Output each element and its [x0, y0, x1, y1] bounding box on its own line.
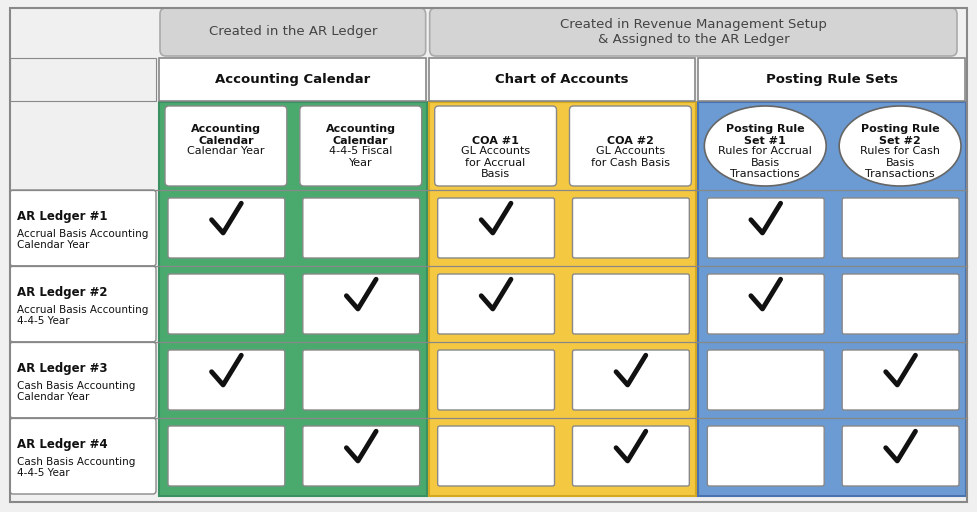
Text: COA #1: COA #1 — [472, 136, 519, 146]
Text: Accounting Calendar: Accounting Calendar — [215, 73, 370, 86]
Text: AR Ledger #1: AR Ledger #1 — [17, 210, 107, 223]
FancyBboxPatch shape — [842, 426, 959, 486]
FancyBboxPatch shape — [303, 426, 420, 486]
FancyBboxPatch shape — [10, 190, 156, 266]
FancyBboxPatch shape — [303, 274, 420, 334]
FancyBboxPatch shape — [168, 426, 285, 486]
Text: AR Ledger #3: AR Ledger #3 — [17, 362, 107, 375]
Text: Cash Basis Accounting
4-4-5 Year: Cash Basis Accounting 4-4-5 Year — [17, 457, 136, 478]
FancyBboxPatch shape — [438, 426, 555, 486]
Text: Accounting
Calendar: Accounting Calendar — [325, 124, 396, 146]
FancyBboxPatch shape — [573, 350, 690, 410]
Text: Chart of Accounts: Chart of Accounts — [495, 73, 629, 86]
Text: Rules for Accrual
Basis
Transactions: Rules for Accrual Basis Transactions — [718, 146, 812, 179]
FancyBboxPatch shape — [842, 350, 959, 410]
Text: Created in the AR Ledger: Created in the AR Ledger — [209, 26, 377, 38]
Text: AR Ledger #4: AR Ledger #4 — [17, 438, 107, 451]
Bar — [699, 58, 965, 101]
FancyBboxPatch shape — [10, 266, 156, 342]
Bar — [159, 58, 426, 101]
Text: Posting Rule
Set #1: Posting Rule Set #1 — [726, 124, 805, 146]
Bar — [429, 58, 696, 101]
Text: GL Accounts
for Accrual
Basis: GL Accounts for Accrual Basis — [461, 146, 531, 179]
Bar — [429, 102, 697, 496]
FancyBboxPatch shape — [160, 8, 426, 56]
Bar — [699, 102, 966, 496]
Text: Posting Rule Sets: Posting Rule Sets — [766, 73, 898, 86]
FancyBboxPatch shape — [707, 198, 825, 258]
FancyBboxPatch shape — [303, 198, 420, 258]
FancyBboxPatch shape — [168, 350, 285, 410]
Text: Cash Basis Accounting
Calendar Year: Cash Basis Accounting Calendar Year — [17, 380, 136, 402]
FancyBboxPatch shape — [842, 274, 959, 334]
Bar — [10, 58, 156, 101]
Text: Posting Rule
Set #2: Posting Rule Set #2 — [861, 124, 940, 146]
FancyBboxPatch shape — [573, 274, 690, 334]
FancyBboxPatch shape — [573, 198, 690, 258]
FancyBboxPatch shape — [438, 274, 555, 334]
Text: 4-4-5 Fiscal
Year: 4-4-5 Fiscal Year — [329, 146, 393, 167]
FancyBboxPatch shape — [300, 106, 422, 186]
Text: Rules for Cash
Basis
Transactions: Rules for Cash Basis Transactions — [860, 146, 940, 179]
Text: Calendar Year: Calendar Year — [188, 146, 265, 156]
FancyBboxPatch shape — [438, 350, 555, 410]
Text: Created in Revenue Management Setup
& Assigned to the AR Ledger: Created in Revenue Management Setup & As… — [560, 18, 827, 46]
Text: Accrual Basis Accounting
Calendar Year: Accrual Basis Accounting Calendar Year — [17, 228, 149, 250]
Text: Accrual Basis Accounting
4-4-5 Year: Accrual Basis Accounting 4-4-5 Year — [17, 305, 149, 326]
FancyBboxPatch shape — [168, 198, 285, 258]
Ellipse shape — [704, 106, 827, 186]
FancyBboxPatch shape — [438, 198, 555, 258]
FancyBboxPatch shape — [10, 342, 156, 418]
FancyBboxPatch shape — [707, 274, 825, 334]
Text: COA #2: COA #2 — [607, 136, 654, 146]
FancyBboxPatch shape — [707, 350, 825, 410]
FancyBboxPatch shape — [842, 198, 959, 258]
Text: Accounting
Calendar: Accounting Calendar — [191, 124, 261, 146]
Bar — [159, 102, 427, 496]
FancyBboxPatch shape — [430, 8, 957, 56]
Bar — [10, 102, 156, 496]
Text: AR Ledger #2: AR Ledger #2 — [17, 286, 107, 299]
FancyBboxPatch shape — [165, 106, 287, 186]
FancyBboxPatch shape — [573, 426, 690, 486]
FancyBboxPatch shape — [303, 350, 420, 410]
Text: GL Accounts
for Cash Basis: GL Accounts for Cash Basis — [591, 146, 670, 167]
FancyBboxPatch shape — [707, 426, 825, 486]
FancyBboxPatch shape — [570, 106, 692, 186]
FancyBboxPatch shape — [10, 418, 156, 494]
FancyBboxPatch shape — [435, 106, 557, 186]
FancyBboxPatch shape — [168, 274, 285, 334]
Ellipse shape — [839, 106, 961, 186]
